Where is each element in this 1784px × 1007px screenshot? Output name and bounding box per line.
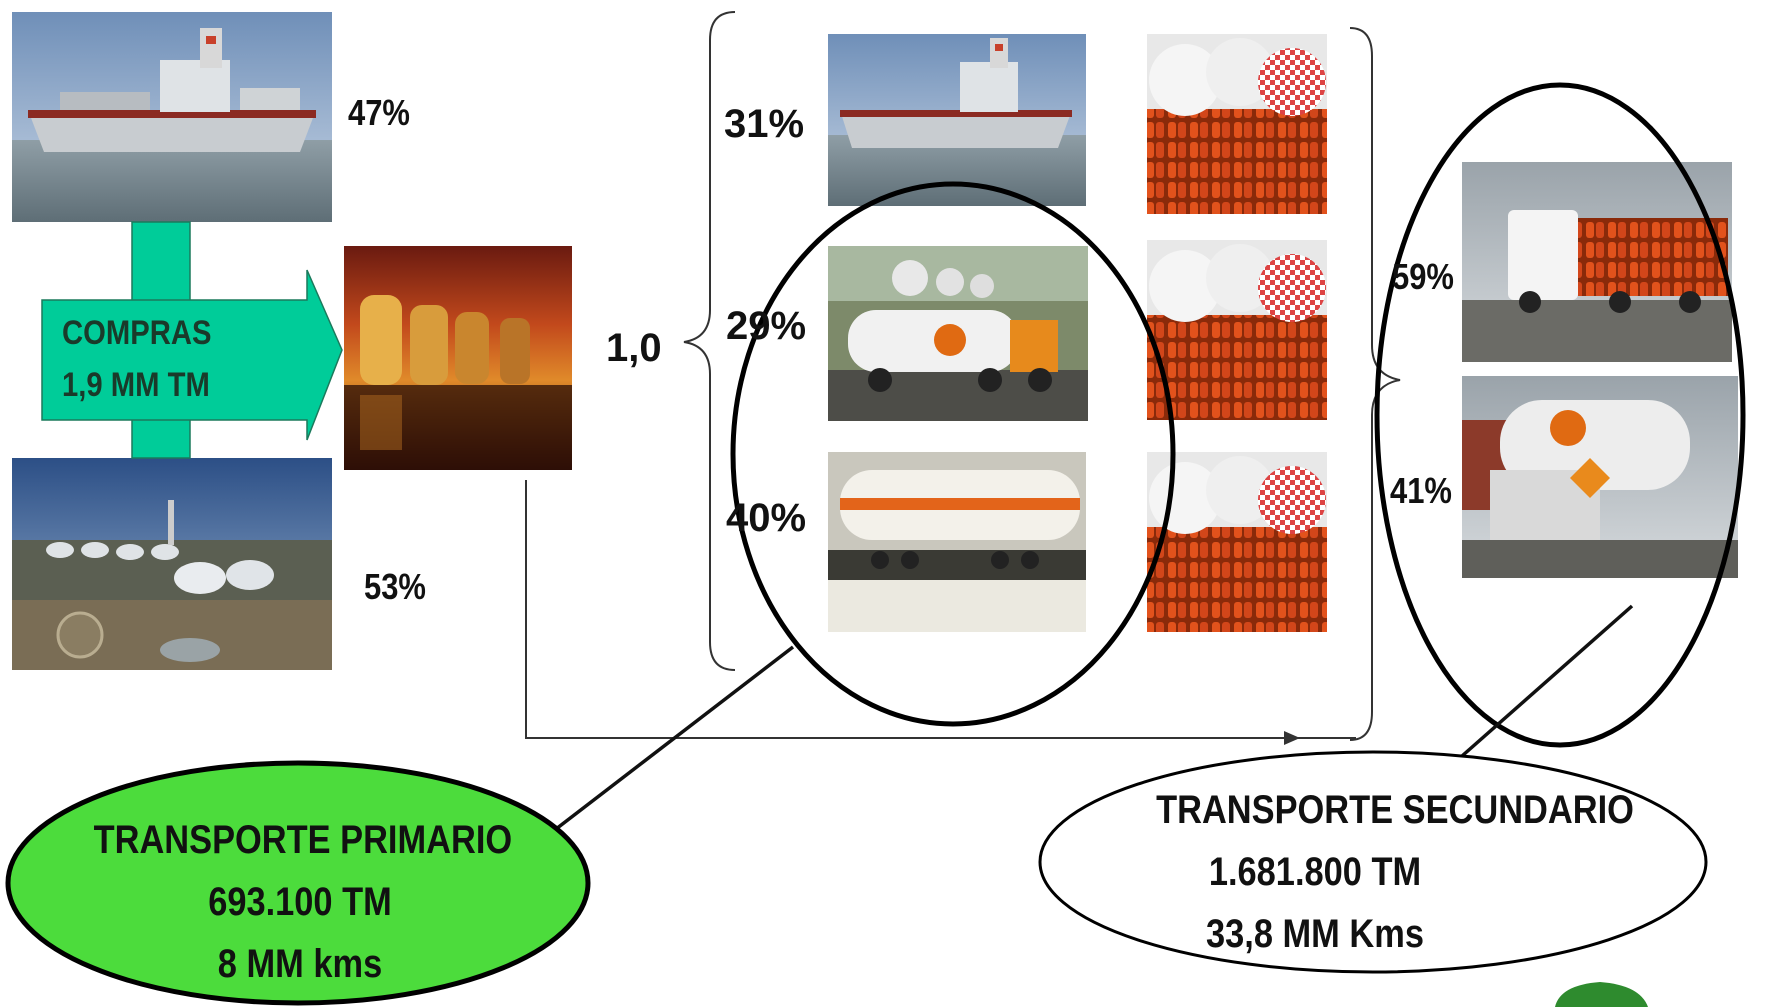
storage-plant-photo: [344, 246, 572, 470]
ship-distribution-share: 31%: [724, 102, 805, 146]
primary-connector: [554, 645, 795, 831]
road-tanker-photo: [828, 246, 1088, 421]
secondary-connector: [1460, 604, 1634, 758]
tanker-ship-photo: [828, 34, 1086, 206]
refinery-photo: [12, 458, 332, 670]
rail-tank-car-photo: [828, 452, 1086, 632]
bulk-tanker-photo: [1462, 376, 1738, 578]
repsol-logo-mark: [1555, 982, 1648, 1007]
distribution-factor: 1,0: [606, 326, 662, 370]
flow-line: [525, 480, 1356, 739]
compras-title: COMPRAS: [62, 314, 212, 352]
primary-transport-title: TRANSPORTE PRIMARIO: [93, 818, 513, 862]
secondary-transport-tonnage: 1.681.800 TM: [1208, 850, 1422, 894]
cylinder-truck-photo: [1462, 162, 1732, 362]
cylinder-depot-photo-2: [1147, 240, 1327, 420]
primary-transport-ellipse: [5, 760, 591, 1006]
depot-bracket: [1349, 27, 1401, 741]
secondary-tanker-share: 41%: [1390, 470, 1452, 511]
primary-transport-highlight: [730, 181, 1176, 727]
compras-arrow: [41, 221, 343, 459]
refinery-share-label: 53%: [364, 566, 426, 607]
secondary-truck-share: 59%: [1392, 256, 1454, 297]
compras-quantity: 1,9 MM TM: [62, 366, 210, 404]
truck-distribution-share: 29%: [726, 304, 807, 348]
secondary-transport-highlight: [1374, 82, 1746, 748]
ship-photo: [12, 12, 332, 222]
ship-share-label: 47%: [348, 92, 410, 133]
secondary-transport-distance: 33,8 MM Kms: [1206, 912, 1424, 956]
cylinder-depot-photo-3: [1147, 452, 1327, 632]
cylinder-depot-photo-1: [1147, 34, 1327, 214]
secondary-transport-title: TRANSPORTE SECUNDARIO: [1156, 788, 1634, 832]
primary-transport-tonnage: 693.100 TM: [208, 880, 392, 924]
flow-arrowhead: [1284, 731, 1300, 745]
secondary-transport-ellipse: [1038, 750, 1708, 974]
primary-transport-distance: 8 MM kms: [217, 942, 383, 986]
distribution-bracket: [683, 11, 736, 671]
rail-distribution-share: 40%: [726, 496, 807, 540]
